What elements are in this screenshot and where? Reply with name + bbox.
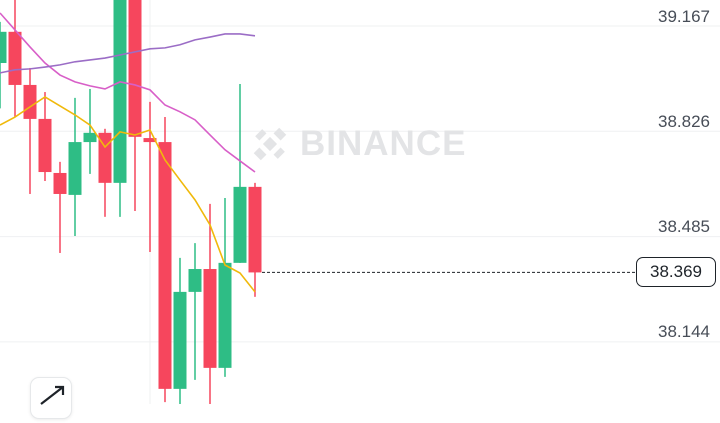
candle-body (158, 142, 172, 389)
moving-average-line (0, 33, 256, 74)
watermark-text: BINANCE (300, 124, 467, 163)
last-price-value: 38.369 (650, 262, 702, 281)
y-tick-label: 38.485 (658, 217, 710, 236)
y-tick-label: 38.144 (658, 322, 710, 341)
binance-watermark: BINANCE (248, 122, 466, 166)
candle-body (98, 132, 112, 183)
moving-average-line (0, 96, 256, 293)
candle-body (143, 138, 157, 143)
candle-body (68, 142, 82, 195)
y-tick-label: 39.167 (658, 7, 710, 26)
moving-average-line (0, 12, 256, 173)
candle-body (233, 186, 247, 263)
y-tick-label: 38.826 (658, 112, 710, 131)
candle-body (203, 269, 217, 368)
binance-logo-icon (253, 127, 287, 161)
candle-body (8, 31, 22, 85)
candlestick-chart (0, 0, 720, 404)
candle-body (0, 31, 7, 64)
expand-arrows-icon (40, 385, 65, 405)
candle-body (188, 269, 202, 292)
candle-body (23, 84, 37, 119)
last-price-tag[interactable]: 38.369 (636, 257, 716, 287)
candle-body (83, 132, 97, 143)
expand-chart-button[interactable] (30, 377, 72, 419)
candle-body (218, 262, 232, 368)
candle-body (113, 0, 127, 183)
candle-body (173, 291, 187, 389)
candle-body (128, 0, 142, 137)
candle-body (38, 118, 52, 173)
candle-body (53, 172, 67, 194)
candle-body (248, 186, 262, 273)
